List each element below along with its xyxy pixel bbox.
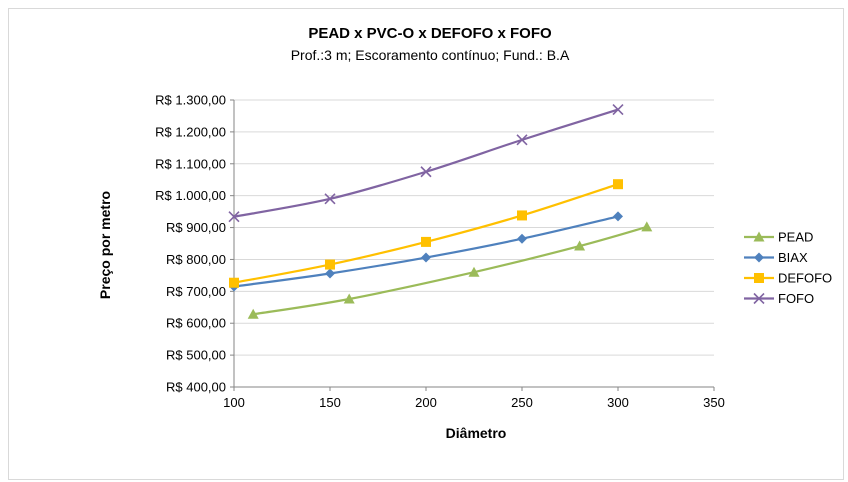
marker-stroke	[324, 193, 336, 205]
x-tick-label: 150	[319, 395, 341, 410]
series-fofo	[228, 104, 624, 223]
data-point-fofo	[612, 104, 624, 116]
y-tick-label: R$ 1.000,00	[155, 188, 226, 203]
legend: PEAD BIAX DEFOFO FOFO	[744, 230, 832, 306]
legend-marker-pead	[753, 231, 765, 242]
x-tick-label: 200	[415, 395, 437, 410]
marker-stroke	[420, 166, 432, 178]
series-defofo	[229, 179, 623, 288]
data-point-fofo	[324, 193, 336, 205]
y-axis-title: Preço por metro	[97, 191, 113, 299]
data-point-defofo	[613, 179, 623, 190]
data-point-pead	[574, 240, 586, 251]
series-pead	[247, 221, 653, 319]
x-tick-label: 100	[223, 395, 245, 410]
legend-marker-defofo	[754, 273, 764, 283]
legend-marker-fofo	[753, 292, 765, 305]
data-point-fofo	[516, 134, 528, 146]
series-line-defofo	[233, 183, 619, 284]
legend-item-pead: PEAD	[744, 230, 813, 245]
data-point-pead	[641, 221, 653, 232]
y-tick-label: R$ 1.300,00	[155, 93, 226, 108]
data-point-pead	[468, 266, 480, 277]
series-group	[228, 104, 653, 319]
data-point-fofo	[228, 211, 240, 223]
marker-stroke	[612, 104, 624, 116]
marker-stroke	[753, 292, 765, 305]
chart-title: PEAD x PVC-O x DEFOFO x FOFO	[308, 25, 552, 42]
data-point-biax	[517, 233, 527, 244]
legend-label-fofo: FOFO	[778, 291, 814, 306]
data-point-defofo	[517, 210, 527, 221]
x-tick-label: 300	[607, 395, 629, 410]
legend-marker-biax	[754, 252, 764, 263]
y-tick-label: R$ 1.200,00	[155, 124, 226, 139]
data-point-pead	[343, 293, 355, 304]
series-line-pead	[253, 225, 648, 316]
y-tick-label: R$ 900,00	[166, 220, 226, 235]
x-tick-label: 350	[703, 395, 725, 410]
x-tick-label: 250	[511, 395, 533, 410]
legend-label-pead: PEAD	[778, 230, 813, 245]
y-tick-label: R$ 800,00	[166, 252, 226, 267]
y-tick-label: R$ 500,00	[166, 348, 226, 363]
y-tick-label: R$ 400,00	[166, 380, 226, 395]
data-point-defofo	[229, 277, 239, 288]
y-tick-label: R$ 1.100,00	[155, 156, 226, 171]
gridlines	[234, 99, 714, 356]
axes: R$ 400,00 R$ 500,00 R$ 600,00 R$ 700,00 R$ 8…	[155, 93, 725, 411]
data-point-pead	[247, 308, 259, 319]
data-point-defofo	[421, 236, 431, 247]
y-tick-label: R$ 700,00	[166, 284, 226, 299]
legend-label-defofo: DEFOFO	[778, 271, 832, 286]
x-axis-title: Diâmetro	[446, 425, 507, 441]
legend-item-biax: BIAX	[744, 250, 808, 265]
data-point-defofo	[325, 259, 335, 270]
legend-item-defofo: DEFOFO	[744, 271, 832, 286]
series-biax	[229, 211, 623, 292]
chart-subtitle: Prof.:3 m; Escoramento contínuo; Fund.: …	[291, 47, 570, 63]
marker-stroke	[228, 211, 240, 223]
legend-item-fofo: FOFO	[744, 291, 814, 306]
legend-label-biax: BIAX	[778, 250, 808, 265]
data-point-biax	[421, 252, 431, 263]
series-line-fofo	[233, 108, 619, 218]
data-point-biax	[325, 268, 335, 279]
y-tick-label: R$ 600,00	[166, 316, 226, 331]
data-point-fofo	[420, 166, 432, 178]
data-point-biax	[613, 211, 623, 222]
marker-stroke	[516, 134, 528, 146]
